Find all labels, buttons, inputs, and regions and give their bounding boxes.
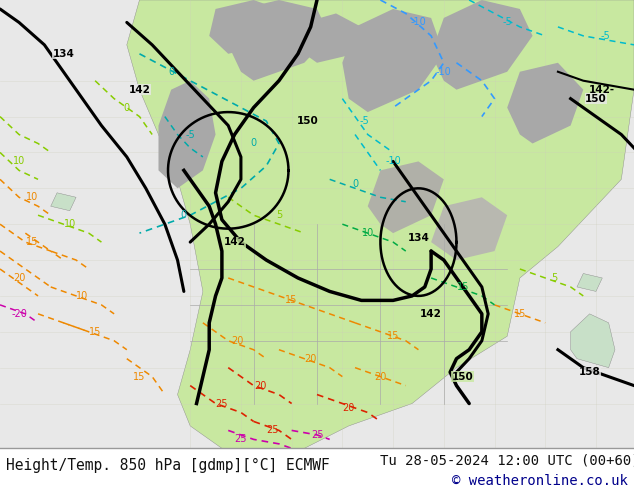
- Text: 5: 5: [276, 210, 282, 220]
- Text: 10: 10: [361, 228, 374, 238]
- Text: 150: 150: [297, 116, 318, 126]
- Polygon shape: [342, 9, 444, 112]
- Text: 142: 142: [129, 85, 150, 95]
- Polygon shape: [577, 273, 602, 292]
- Text: 15: 15: [89, 327, 101, 337]
- Text: 15: 15: [285, 295, 298, 305]
- Text: Height/Temp. 850 hPa [gdmp][°C] ECMWF: Height/Temp. 850 hPa [gdmp][°C] ECMWF: [6, 458, 330, 472]
- Text: 25: 25: [311, 430, 323, 440]
- Text: 142: 142: [420, 309, 442, 319]
- Text: 20: 20: [342, 403, 355, 413]
- Polygon shape: [127, 0, 634, 448]
- Polygon shape: [304, 13, 361, 63]
- Polygon shape: [507, 63, 583, 144]
- Text: 15: 15: [456, 282, 469, 292]
- Text: 142: 142: [224, 237, 245, 247]
- Text: Tu 28-05-2024 12:00 UTC (00+60): Tu 28-05-2024 12:00 UTC (00+60): [380, 453, 634, 467]
- Text: -5: -5: [600, 31, 611, 41]
- Text: 134: 134: [53, 49, 74, 59]
- Text: 20: 20: [254, 381, 266, 391]
- Text: -5: -5: [185, 129, 195, 140]
- Text: -10: -10: [385, 156, 401, 167]
- Polygon shape: [431, 197, 507, 260]
- Text: 15: 15: [25, 237, 38, 247]
- Text: -5: -5: [359, 116, 370, 126]
- Polygon shape: [209, 0, 279, 54]
- Text: -20: -20: [11, 309, 27, 319]
- Text: 25: 25: [216, 398, 228, 409]
- Text: 142-: 142-: [589, 85, 615, 95]
- Text: 20: 20: [13, 273, 25, 283]
- Text: 134: 134: [408, 233, 429, 243]
- Text: 20: 20: [231, 336, 244, 346]
- Polygon shape: [228, 0, 330, 81]
- Polygon shape: [368, 161, 444, 233]
- Text: © weatheronline.co.uk: © weatheronline.co.uk: [452, 474, 628, 488]
- Text: 10: 10: [76, 291, 89, 301]
- Text: 25: 25: [235, 434, 247, 444]
- Text: 10: 10: [25, 192, 38, 202]
- Text: 0: 0: [124, 102, 130, 113]
- Text: 15: 15: [514, 309, 526, 319]
- Text: 158: 158: [579, 367, 600, 377]
- Polygon shape: [571, 314, 615, 368]
- Text: 20: 20: [304, 354, 317, 364]
- Text: 10: 10: [63, 219, 76, 229]
- Text: -5: -5: [502, 18, 512, 27]
- Text: -10: -10: [436, 67, 451, 77]
- Text: -10: -10: [411, 18, 426, 27]
- Text: 150: 150: [452, 371, 474, 382]
- Text: 0: 0: [352, 179, 358, 189]
- Polygon shape: [431, 0, 533, 90]
- Text: 0: 0: [168, 67, 174, 77]
- Text: 5: 5: [552, 273, 558, 283]
- Text: 25: 25: [266, 425, 279, 436]
- Text: 10: 10: [13, 156, 25, 167]
- Text: 15: 15: [133, 371, 146, 382]
- Text: 150: 150: [585, 94, 607, 104]
- Text: 0: 0: [250, 139, 257, 148]
- Text: 15: 15: [387, 331, 399, 341]
- Text: 0: 0: [181, 210, 187, 220]
- Polygon shape: [158, 81, 216, 188]
- Polygon shape: [51, 193, 76, 211]
- Text: 20: 20: [374, 371, 387, 382]
